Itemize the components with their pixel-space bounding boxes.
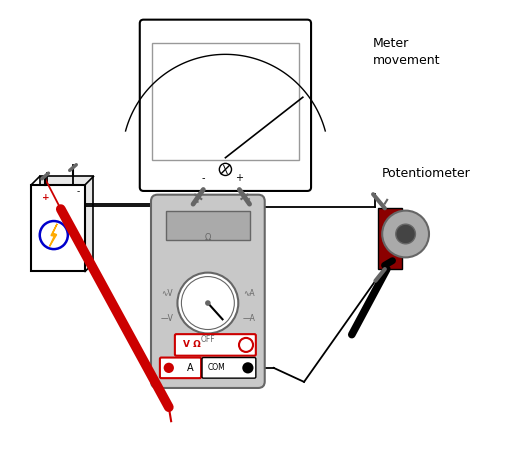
Circle shape bbox=[164, 363, 174, 373]
FancyBboxPatch shape bbox=[175, 334, 256, 356]
Text: Ω: Ω bbox=[205, 234, 211, 242]
Circle shape bbox=[182, 277, 234, 329]
Text: COM: COM bbox=[208, 363, 226, 373]
Circle shape bbox=[382, 211, 429, 257]
Circle shape bbox=[177, 273, 238, 334]
Text: V Ω: V Ω bbox=[183, 340, 201, 350]
FancyBboxPatch shape bbox=[151, 195, 265, 388]
Circle shape bbox=[220, 163, 232, 176]
Text: +: + bbox=[235, 174, 243, 183]
Text: OFF: OFF bbox=[201, 335, 215, 344]
FancyBboxPatch shape bbox=[160, 358, 201, 378]
Circle shape bbox=[396, 224, 415, 244]
Text: Meter
movement: Meter movement bbox=[373, 37, 441, 67]
Circle shape bbox=[205, 300, 211, 306]
Circle shape bbox=[40, 221, 68, 249]
Bar bbox=[152, 43, 299, 160]
Text: ∿V: ∿V bbox=[161, 289, 172, 298]
Text: -: - bbox=[202, 174, 205, 183]
Text: ∿A: ∿A bbox=[243, 289, 255, 298]
Bar bbox=[166, 211, 250, 240]
Polygon shape bbox=[50, 224, 57, 246]
Text: Potentiometer: Potentiometer bbox=[382, 167, 471, 180]
Text: A: A bbox=[187, 363, 194, 373]
Circle shape bbox=[242, 362, 254, 373]
Bar bbox=[31, 185, 85, 271]
Circle shape bbox=[239, 338, 253, 352]
Text: -: - bbox=[77, 187, 80, 196]
FancyBboxPatch shape bbox=[202, 358, 256, 378]
Text: —A: —A bbox=[242, 314, 256, 323]
Bar bbox=[40, 176, 93, 263]
Text: —V: —V bbox=[160, 314, 173, 323]
Text: +: + bbox=[43, 193, 50, 202]
FancyBboxPatch shape bbox=[140, 20, 311, 191]
Bar bbox=[378, 208, 402, 269]
